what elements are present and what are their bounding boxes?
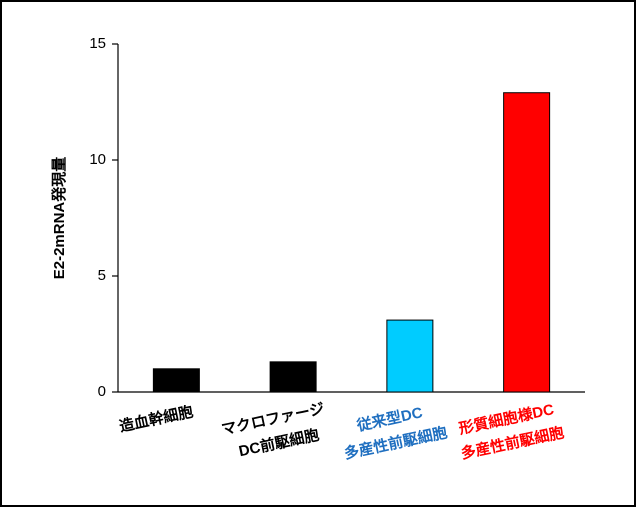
- y-tick-label: 10: [89, 151, 106, 168]
- bar: [386, 319, 434, 393]
- bar: [152, 368, 200, 393]
- y-tick-label: 0: [98, 383, 106, 400]
- bar: [269, 361, 317, 393]
- y-axis-label: E2-2mRNA発現量: [50, 157, 68, 280]
- y-tick-label: 15: [89, 35, 106, 52]
- y-tick-label: 5: [98, 267, 106, 284]
- bar: [503, 92, 551, 393]
